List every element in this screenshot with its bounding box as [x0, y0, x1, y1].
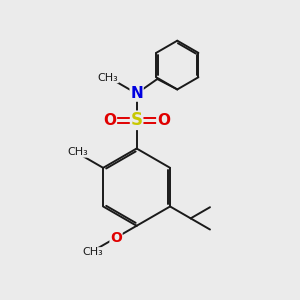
Text: CH₃: CH₃ [98, 73, 118, 83]
Text: O: O [110, 231, 122, 245]
Text: N: N [130, 86, 143, 101]
Text: O: O [103, 113, 116, 128]
Text: CH₃: CH₃ [83, 248, 104, 257]
Text: CH₃: CH₃ [68, 147, 88, 158]
Text: O: O [157, 113, 170, 128]
Text: S: S [130, 111, 142, 129]
